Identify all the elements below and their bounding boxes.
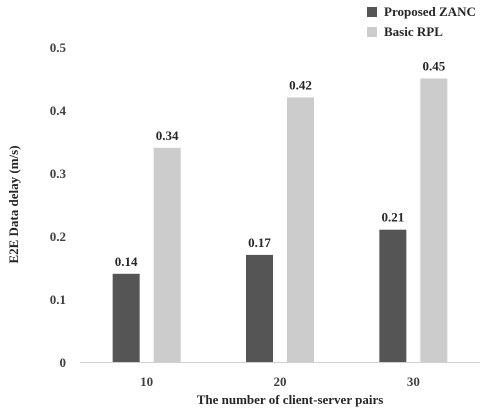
y-axis-ticks: 0 0.1 0.2 0.3 0.4 0.5 (50, 40, 67, 370)
x-tick-label: 10 (140, 374, 153, 389)
y-tick-label: 0.4 (50, 103, 67, 118)
data-label: 0.42 (289, 77, 312, 92)
data-labels: 0.14 0.34 0.17 0.42 0.21 0.45 (115, 59, 446, 269)
bar-basic-rpl-10 (153, 147, 181, 362)
y-tick-label: 0.5 (50, 40, 67, 55)
y-tick-label: 0.1 (50, 292, 66, 307)
x-axis-title: The number of client-server pairs (197, 392, 384, 407)
legend-swatch (367, 7, 377, 17)
y-tick-label: 0.2 (50, 229, 66, 244)
data-label: 0.14 (115, 254, 138, 269)
bar-proposed-zanc-20 (246, 254, 273, 362)
data-label: 0.17 (248, 235, 271, 250)
y-tick-label: 0.3 (50, 166, 67, 181)
x-tick-label: 20 (274, 374, 287, 389)
x-tick-label: 30 (407, 374, 420, 389)
bar-basic-rpl-20 (287, 97, 314, 363)
bar-group (112, 78, 448, 363)
y-axis-title: E2E Data delay (m/s) (6, 145, 21, 263)
bar-basic-rpl-30 (420, 78, 448, 362)
data-label: 0.45 (422, 59, 445, 74)
bar-proposed-zanc-30 (379, 229, 407, 362)
legend-label: Proposed ZANC (384, 4, 476, 19)
data-label: 0.21 (381, 210, 404, 225)
bar-proposed-zanc-10 (112, 273, 140, 362)
x-axis-ticks: 10 20 30 (140, 374, 420, 389)
legend-swatch (367, 27, 377, 37)
data-label: 0.34 (156, 128, 179, 143)
y-tick-label: 0 (60, 355, 67, 370)
legend: Proposed ZANC Basic RPL (367, 4, 476, 39)
legend-label: Basic RPL (384, 24, 443, 39)
